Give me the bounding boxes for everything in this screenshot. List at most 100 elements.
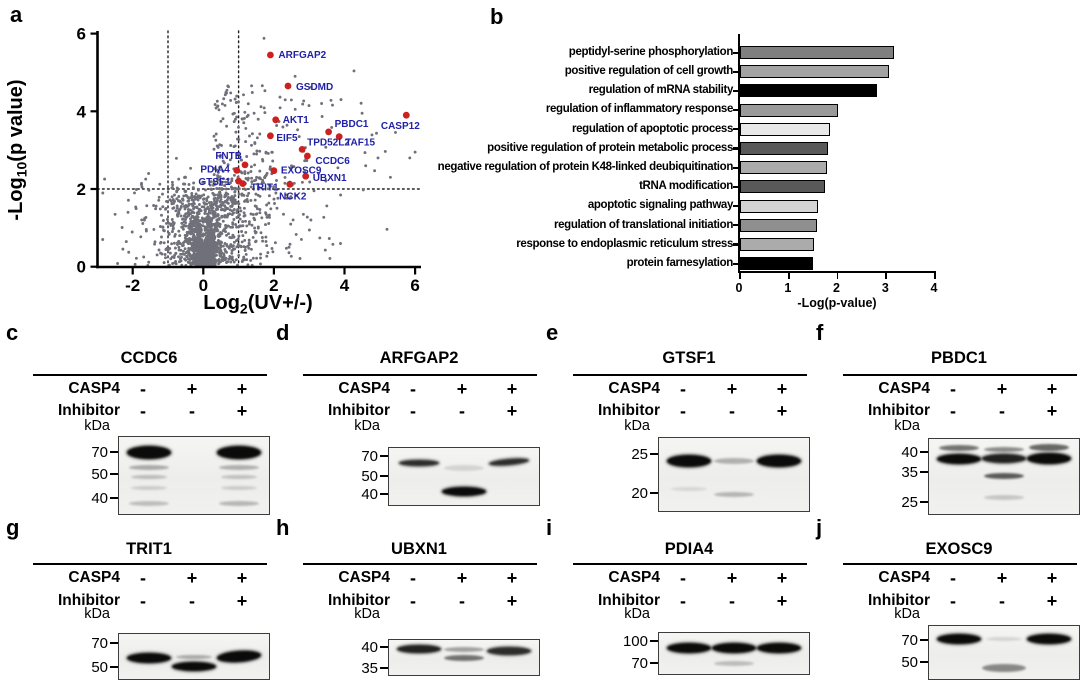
protein-band [714, 660, 754, 666]
go-term-row: regulation of inflammatory response [430, 101, 1080, 120]
protein-band [444, 646, 484, 652]
condition-symbol: + [1046, 401, 1058, 421]
condition-symbol: + [776, 568, 788, 588]
condition-symbol: - [140, 591, 146, 611]
go-term-row: negative regulation of protein K48-linke… [430, 158, 1080, 177]
kda-marker-label: 70 [361, 448, 378, 466]
title-underline [303, 374, 537, 376]
bar-y-axis [738, 34, 741, 273]
condition-row: CASP4 - + + [0, 567, 270, 589]
blot-title: ARFGAP2 [379, 349, 459, 367]
protein-band [984, 495, 1024, 500]
condition-row: Inhibitor - - + [810, 400, 1080, 422]
protein-band [667, 455, 711, 468]
highlighted-point-CCDC6 [304, 152, 311, 160]
protein-band [986, 637, 1022, 642]
condition-symbol: + [236, 379, 248, 399]
protein-band [442, 487, 486, 497]
condition-symbol: - [140, 379, 146, 399]
category-tick [733, 185, 738, 188]
kda-marker-label: 40 [361, 639, 378, 657]
kda-marker-tick [920, 500, 928, 503]
gene-label-NCK2: NCK2 [279, 191, 307, 202]
gene-label-CCDC6: CCDC6 [315, 156, 350, 167]
condition-symbol: - [680, 401, 686, 421]
kda-marker-tick [920, 661, 928, 664]
kda-marker-tick [110, 666, 118, 669]
bar-x-tick-label: 3 [881, 281, 889, 295]
go-term-bar [740, 180, 826, 194]
go-term-label: apoptotic signaling pathway [587, 199, 734, 212]
bar-x-axis [738, 271, 936, 274]
category-tick [733, 224, 738, 227]
protein-band [397, 645, 441, 654]
y-tick-label: 6 [77, 25, 86, 44]
highlighted-point-GSDMD [284, 82, 292, 90]
panel-a-volcano: a 0 2 4 6 -2 0 2 4 6 Log2(UV+/-) -Log10(p value) AR… [0, 0, 470, 320]
condition-symbol: + [236, 591, 248, 611]
go-term-label: negative regulation of protein K48-linke… [437, 160, 734, 173]
condition-symbol: - [999, 401, 1005, 421]
kda-marker-tick [650, 640, 658, 642]
kda-marker-tick [920, 451, 928, 454]
blot-panel-ARFGAP2: d ARFGAP2 CASP4- + + Inhibitor - - + kDa 70 50 40 [270, 320, 540, 515]
condition-label: Inhibitor [328, 592, 390, 609]
gene-label-GSDMD: GSDMD [296, 82, 333, 93]
condition-row: CASP4 - + + [810, 378, 1080, 400]
protein-band [131, 475, 167, 479]
condition-symbol: - [410, 568, 416, 588]
panel-h-label: h [276, 515, 290, 540]
go-rows: peptidyl-serine phosphorylation positive … [430, 43, 1080, 273]
condition-label: Inhibitor [328, 402, 390, 419]
title-underline [573, 374, 807, 376]
kda-marker-label: 40 [91, 490, 108, 508]
protein-band [671, 487, 707, 492]
go-term-bar [740, 218, 817, 232]
kda-marker-label: 40 [361, 485, 378, 503]
protein-band [714, 458, 754, 465]
protein-band [399, 459, 439, 466]
condition-symbol: - [459, 591, 465, 611]
condition-symbol: - [189, 401, 195, 421]
blot-panel-TRIT1: g TRIT1 CASP4 - + + Inhibitor - - + kDa 70 50 [0, 515, 270, 689]
highlighted-point-FNTB [241, 161, 249, 169]
blot-panel-CCDC6: c CCDC6 CASP4- + + Inhibitor - - + kDa 70 50 40 [0, 320, 270, 515]
highlighted-point-PBDC1 [325, 128, 332, 136]
condition-symbol: - [680, 591, 686, 611]
kda-unit-label: kDa [354, 418, 380, 434]
highlighted-point-EIF5 [267, 132, 274, 140]
condition-label: CASP4 [878, 380, 930, 397]
condition-symbol: + [996, 568, 1008, 588]
condition-row: CASP4 - + + [540, 378, 810, 400]
condition-row: Inhibitor - - + [0, 590, 270, 612]
condition-row: Inhibitor - - + [270, 400, 540, 422]
condition-symbol: - [459, 401, 465, 421]
kda-marker-tick [650, 492, 658, 495]
go-term-label: regulation of apoptotic process [571, 122, 733, 135]
bar-x-tick [787, 273, 790, 279]
protein-band [714, 492, 754, 498]
gene-label-TPD52L2: TPD52L2 [307, 137, 350, 148]
condition-label: CASP4 [68, 380, 120, 397]
blot-title: PDIA4 [664, 540, 714, 558]
kda-marker-label: 70 [631, 655, 648, 673]
bar-x-tick [885, 273, 888, 279]
go-term-row: positive regulation of cell growth [430, 62, 1080, 81]
condition-symbol: + [726, 379, 738, 399]
kda-marker-label: 70 [91, 634, 108, 652]
title-underline [843, 563, 1077, 565]
condition-label: Inhibitor [598, 592, 660, 609]
go-term-row: tRNA modification [430, 177, 1080, 196]
blot-title: GTSF1 [662, 349, 716, 367]
condition-symbol: - [140, 568, 146, 588]
go-term-bar [740, 122, 831, 136]
go-term-bar [740, 257, 814, 271]
gene-label-EIF5: EIF5 [276, 133, 298, 144]
bar-x-tick-label: 0 [735, 281, 743, 295]
go-term-label: response to endoplasmic reticulum stress [516, 237, 733, 250]
protein-band [939, 445, 979, 451]
blot-image [928, 438, 1080, 515]
gene-label-PBDC1: PBDC1 [335, 119, 369, 130]
category-tick [733, 243, 738, 246]
category-tick [733, 51, 738, 54]
